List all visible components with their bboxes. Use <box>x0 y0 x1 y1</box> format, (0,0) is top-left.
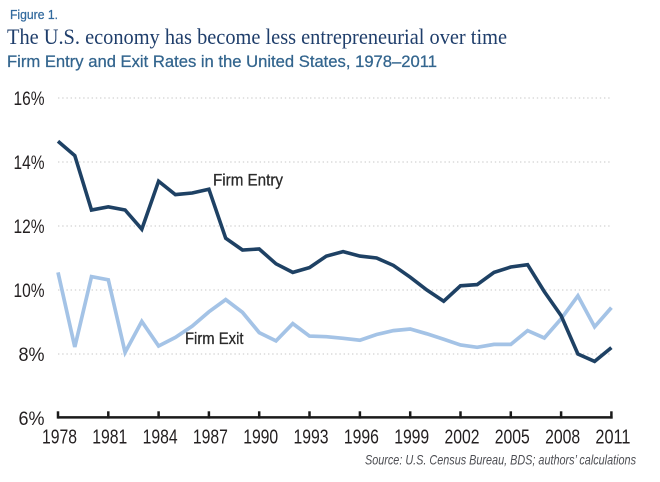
svg-text:1987: 1987 <box>193 426 228 448</box>
svg-text:Firm Exit: Firm Exit <box>185 330 244 348</box>
svg-text:1984: 1984 <box>143 426 178 448</box>
svg-text:1996: 1996 <box>344 426 379 448</box>
svg-text:1993: 1993 <box>294 426 329 448</box>
svg-text:10%: 10% <box>14 280 45 302</box>
svg-text:Figure 1.: Figure 1. <box>10 7 58 22</box>
svg-text:Firm Entry and Exit Rates in t: Firm Entry and Exit Rates in the United … <box>7 53 437 71</box>
svg-text:8%: 8% <box>19 344 45 366</box>
svg-text:Source: U.S. Census Bureau, BD: Source: U.S. Census Bureau, BDS; authors… <box>365 452 636 468</box>
svg-text:1981: 1981 <box>92 426 127 448</box>
svg-text:1999: 1999 <box>394 426 429 448</box>
svg-text:2005: 2005 <box>495 426 530 448</box>
svg-text:12%: 12% <box>14 216 45 238</box>
svg-text:2011: 2011 <box>595 426 630 448</box>
svg-text:14%: 14% <box>14 152 45 174</box>
svg-text:2008: 2008 <box>545 426 580 448</box>
svg-text:1990: 1990 <box>243 426 278 448</box>
svg-text:16%: 16% <box>14 88 45 110</box>
svg-text:6%: 6% <box>19 408 45 430</box>
svg-text:The U.S. economy has become le: The U.S. economy has become less entrepr… <box>7 24 507 49</box>
svg-text:1978: 1978 <box>42 426 77 448</box>
svg-text:Firm Entry: Firm Entry <box>213 172 284 190</box>
svg-text:2002: 2002 <box>445 426 480 448</box>
